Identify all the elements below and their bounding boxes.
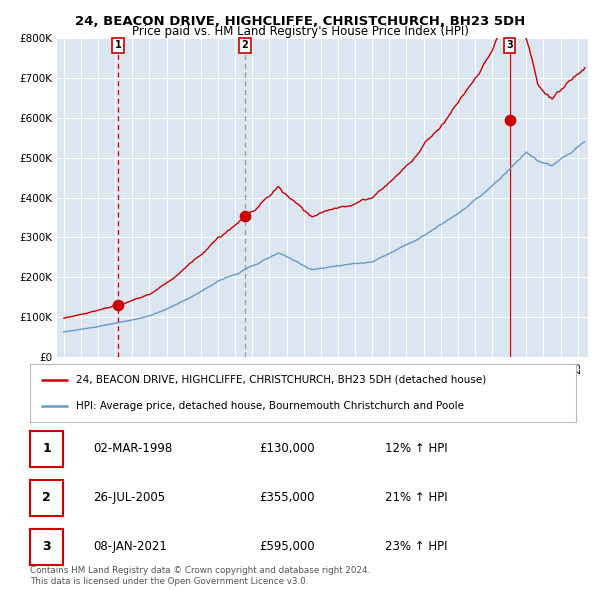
Text: 2: 2	[242, 40, 248, 50]
Text: 23% ↑ HPI: 23% ↑ HPI	[385, 540, 448, 553]
Text: 12% ↑ HPI: 12% ↑ HPI	[385, 442, 448, 455]
Text: 3: 3	[42, 540, 51, 553]
Text: 1: 1	[115, 40, 122, 50]
Text: 02-MAR-1998: 02-MAR-1998	[93, 442, 172, 455]
Text: 26-JUL-2005: 26-JUL-2005	[93, 491, 165, 504]
Text: Price paid vs. HM Land Registry's House Price Index (HPI): Price paid vs. HM Land Registry's House …	[131, 25, 469, 38]
Text: HPI: Average price, detached house, Bournemouth Christchurch and Poole: HPI: Average price, detached house, Bour…	[76, 401, 464, 411]
Text: Contains HM Land Registry data © Crown copyright and database right 2024.
This d: Contains HM Land Registry data © Crown c…	[30, 566, 370, 586]
Text: £130,000: £130,000	[259, 442, 315, 455]
Text: 24, BEACON DRIVE, HIGHCLIFFE, CHRISTCHURCH, BH23 5DH: 24, BEACON DRIVE, HIGHCLIFFE, CHRISTCHUR…	[75, 15, 525, 28]
Text: 24, BEACON DRIVE, HIGHCLIFFE, CHRISTCHURCH, BH23 5DH (detached house): 24, BEACON DRIVE, HIGHCLIFFE, CHRISTCHUR…	[76, 375, 487, 385]
Text: £355,000: £355,000	[259, 491, 315, 504]
Text: 1: 1	[42, 442, 51, 455]
Text: 3: 3	[506, 40, 513, 50]
Text: 21% ↑ HPI: 21% ↑ HPI	[385, 491, 448, 504]
Point	[505, 115, 514, 124]
Text: 08-JAN-2021: 08-JAN-2021	[93, 540, 167, 553]
Text: 2: 2	[42, 491, 51, 504]
Point	[240, 211, 250, 220]
Point	[113, 300, 123, 310]
Text: £595,000: £595,000	[259, 540, 315, 553]
